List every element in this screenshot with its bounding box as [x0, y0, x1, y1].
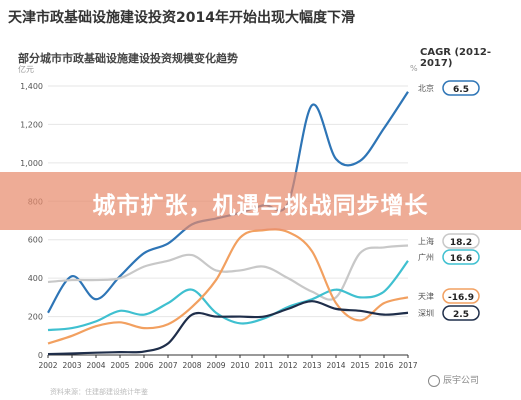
series-line-广州 [47, 260, 409, 332]
cagr-badge [442, 288, 480, 304]
x-tick-label: 2014 [326, 361, 345, 370]
source-note: 资料来源：住建部建设统计年鉴 [50, 388, 148, 396]
legend-label: 北京 [418, 83, 434, 93]
cagr-badge [442, 305, 480, 321]
cagr-unit: % [410, 64, 418, 73]
series-line-上海 [47, 244, 409, 301]
page-title: 天津市政基础设施建设投资2014年开始出现大幅度下滑 [8, 10, 355, 26]
cagr-title: CAGR (2012-2017) [420, 47, 492, 69]
cagr-value: 2.5 [453, 310, 469, 320]
wechat-icon [428, 374, 440, 387]
x-tick-label: 2016 [374, 361, 393, 370]
cagr-value: -16.9 [448, 293, 474, 303]
cagr-badge [442, 249, 480, 265]
y-tick-label: 200 [28, 313, 43, 322]
x-tick-label: 2002 [38, 361, 57, 370]
legend-label: 深圳 [418, 308, 434, 318]
x-tick-label: 2010 [230, 361, 249, 370]
legend-label: 上海 [418, 236, 434, 246]
cagr-badge [442, 233, 480, 249]
legend-label: 广州 [418, 252, 434, 262]
watermark: 辰宇公司 [428, 373, 479, 387]
watermark-text: 辰宇公司 [443, 376, 480, 386]
series-line-天津 [47, 228, 409, 345]
y-axis-unit: 亿元 [18, 65, 34, 74]
x-tick-label: 2012 [278, 361, 297, 370]
y-tick-label: 1,400 [20, 82, 43, 91]
x-tick-label: 2006 [134, 361, 153, 370]
x-tick-label: 2007 [158, 361, 177, 370]
legend-label: 天津 [418, 291, 434, 301]
x-tick-label: 2017 [398, 361, 417, 370]
series-line-深圳 [47, 300, 409, 356]
y-tick-label: 1,000 [20, 159, 43, 168]
banner-overlay [0, 172, 521, 230]
cagr-badge [442, 80, 480, 96]
x-tick-label: 2009 [206, 361, 225, 370]
x-tick-label: 2005 [110, 361, 129, 370]
cagr-value: 6.5 [453, 85, 469, 95]
x-tick-label: 2004 [86, 361, 105, 370]
y-tick-label: 400 [28, 274, 43, 283]
x-tick-label: 2011 [254, 361, 273, 370]
banner-text: 城市扩张，机遇与挑战同步增长 [92, 193, 429, 219]
x-tick-label: 2003 [62, 361, 81, 370]
cagr-value: 16.6 [450, 254, 472, 264]
chart-title: 部分城市市政基础设施建设投资规模变化趋势 [18, 52, 238, 65]
x-tick-label: 2008 [182, 361, 201, 370]
y-tick-label: 1,200 [20, 120, 43, 129]
x-tick-label: 2015 [350, 361, 369, 370]
cagr-value: 18.2 [450, 238, 472, 248]
y-tick-label: 600 [28, 236, 43, 245]
x-tick-label: 2013 [302, 361, 321, 370]
y-tick-label: 0 [38, 351, 43, 360]
